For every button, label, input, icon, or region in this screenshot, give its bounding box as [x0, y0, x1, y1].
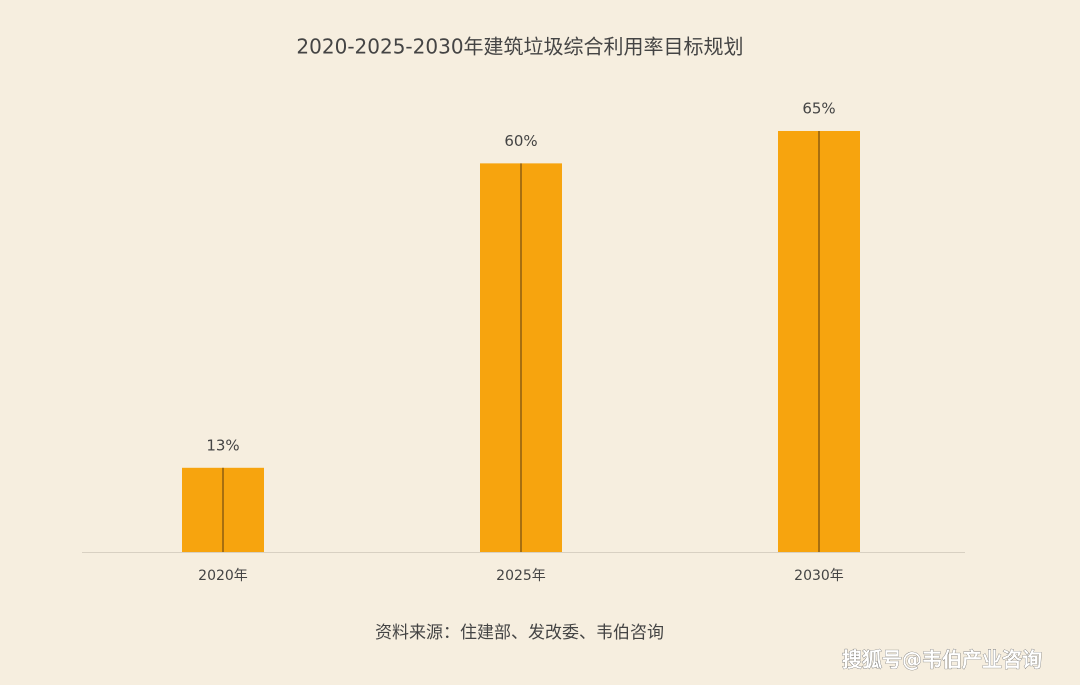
watermark: 搜狐号@韦伯产业咨询: [842, 648, 1042, 672]
x-tick-label: 2020年: [198, 568, 248, 584]
chart-title: 2020-2025-2030年建筑垃圾综合利用率目标规划: [296, 35, 743, 59]
value-label: 65%: [802, 99, 835, 117]
x-tick-label: 2030年: [794, 568, 844, 584]
value-label: 13%: [206, 436, 239, 454]
x-tick-label: 2025年: [496, 568, 546, 584]
value-label: 60%: [504, 132, 537, 150]
source-note: 资料来源：住建部、发改委、韦伯咨询: [375, 623, 664, 643]
